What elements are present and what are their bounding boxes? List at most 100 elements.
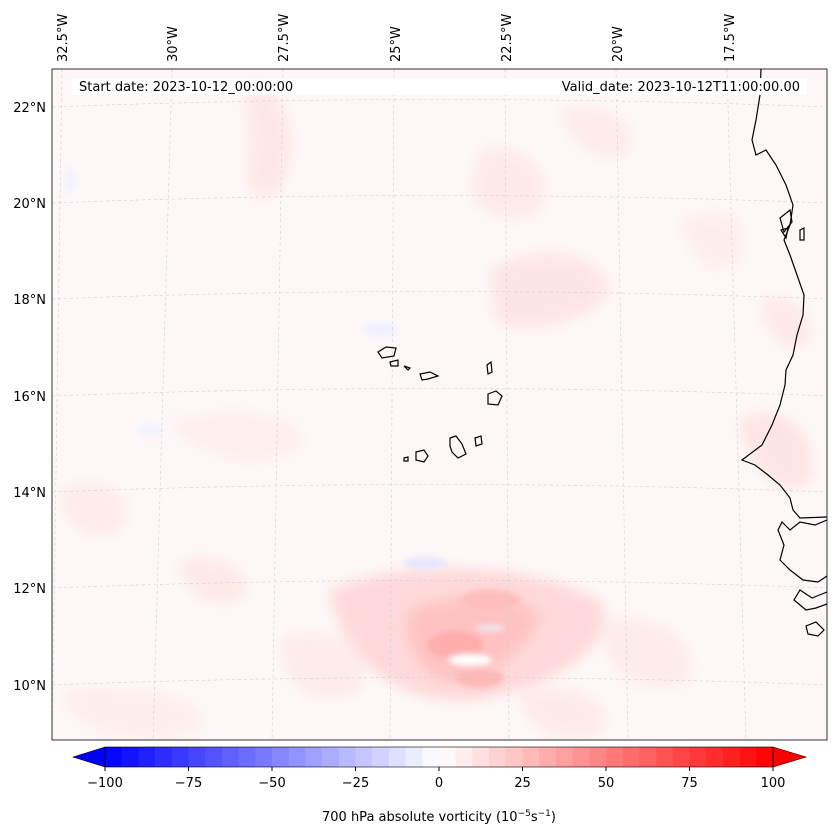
colorbar-tick-label: 50 [598, 776, 615, 791]
colorbar-segment [188, 747, 206, 767]
meridian-line [152, 69, 173, 740]
lon-label: 22.5°W [500, 14, 515, 62]
lon-label: 32.5°W [56, 14, 71, 62]
lat-label: 16°N [13, 390, 46, 405]
vorticity-patch [490, 252, 610, 329]
lat-label: 18°N [13, 293, 46, 308]
negative-vorticity-patch [64, 166, 76, 194]
colorbar-segment [288, 747, 306, 767]
vorticity-patch [280, 633, 365, 698]
colorbar-segment [689, 747, 707, 767]
colorbar-segment [455, 747, 473, 767]
colorbar-segment [405, 747, 423, 767]
parallel-line [52, 580, 827, 589]
colorbar-segment [221, 747, 239, 767]
colorbar-segment [205, 747, 223, 767]
coastlines [377, 69, 827, 637]
colorbar-tick-label: −75 [175, 776, 202, 791]
vorticity-patch [245, 80, 292, 198]
colorbar-segment [589, 747, 607, 767]
colorbar-segment [171, 747, 189, 767]
colorbar-ticks [104, 767, 774, 771]
meridian-line [726, 69, 747, 740]
colorbar-segment [672, 747, 690, 767]
cape-verde-island-brava [403, 456, 409, 462]
parallel-line [52, 291, 827, 300]
latitude-labels: 22°N 20°N 18°N 16°N 14°N 12°N 10°N [13, 101, 46, 694]
valid-date-label: Valid_date: 2023-10-12T11:00:00.00 [562, 80, 800, 95]
negative-vorticity-patch [136, 424, 164, 436]
africa-coastline [793, 589, 827, 611]
colorbar-tick-label: −50 [258, 776, 285, 791]
colorbar-segments [105, 747, 774, 767]
colorbar-segment [121, 747, 139, 767]
lat-label: 14°N [13, 486, 46, 501]
colorbar-segment [439, 747, 456, 767]
meridian-line [504, 69, 510, 740]
colorbar-segment [238, 747, 256, 767]
colorbar-segment [505, 747, 523, 767]
colorbar-tick-label: 100 [761, 776, 786, 791]
colorbar-segment [422, 747, 440, 767]
bijagos-island [799, 227, 805, 241]
lat-label: 10°N [13, 679, 46, 694]
vorticity-patch [740, 413, 812, 488]
colorbar-segment [522, 747, 540, 767]
colorbar-segment [756, 747, 774, 767]
africa-coastline [777, 519, 827, 583]
start-date-label: Start date: 2023-10-12_00:00:00 [79, 80, 293, 95]
negative-vorticity-patch [362, 322, 398, 338]
cape-verde-island-fogo [415, 449, 429, 463]
colorbar-low-extend [71, 746, 106, 768]
lon-label: 27.5°W [277, 14, 292, 62]
colorbar-label: 700 hPa absolute vorticity (10−5s−1) [322, 809, 556, 825]
africa-coastline [740, 69, 827, 519]
vorticity-patch [470, 148, 546, 220]
colorbar-segment [555, 747, 573, 767]
colorbar-segment [706, 747, 724, 767]
negative-vorticity-patch [476, 625, 504, 631]
vorticity-patch [760, 297, 811, 348]
vorticity-core [427, 631, 483, 659]
cape-verde-island-sao-vicente [389, 359, 399, 367]
vorticity-patch [560, 107, 632, 158]
lon-label: 20°W [611, 26, 626, 62]
colorbar-segment [372, 747, 390, 767]
vorticity-patch [680, 212, 746, 268]
cape-verde-island-boa-vista [487, 390, 503, 406]
vorticity-patch [170, 411, 304, 460]
parallel-line [52, 677, 827, 686]
colorbar-segment [639, 747, 657, 767]
vorticity-patch [60, 687, 204, 738]
colorbar-segment [722, 747, 740, 767]
colorbar-segment [656, 747, 674, 767]
graticule [52, 69, 827, 740]
cape-verde-island-santiago [449, 435, 467, 459]
parallel-line [52, 388, 827, 397]
vorticity-core [448, 654, 492, 666]
colorbar-tick-label: 0 [435, 776, 443, 791]
vorticity-core [456, 668, 504, 688]
colorbar-segment [255, 747, 273, 767]
negative-vorticity-patch [403, 557, 447, 569]
vorticity-patch [180, 558, 247, 604]
cape-verde-island-sao-nicolau [419, 371, 440, 381]
colorbar-segment [622, 747, 640, 767]
colorbar-segment [155, 747, 173, 767]
cape-verde-island-santo-antao [377, 346, 397, 359]
colorbar-segment [472, 747, 490, 767]
colorbar-segment [355, 747, 373, 767]
colorbar-segment [138, 747, 156, 767]
lon-label: 30°W [166, 26, 181, 62]
lon-label: 25°W [389, 26, 404, 62]
colorbar-segment [338, 747, 356, 767]
bijagos-island [780, 227, 789, 240]
parallel-line [52, 99, 827, 108]
colorbar-segment [572, 747, 590, 767]
vorticity-patch [60, 483, 127, 536]
longitude-labels: 32.5°W 30°W 27.5°W 25°W 22.5°W 20°W 17.5… [56, 14, 738, 62]
parallel-line [52, 195, 827, 204]
lat-label: 12°N [13, 582, 46, 597]
map-panel: Start date: 2023-10-12_00:00:00 Valid_da… [51, 68, 828, 741]
